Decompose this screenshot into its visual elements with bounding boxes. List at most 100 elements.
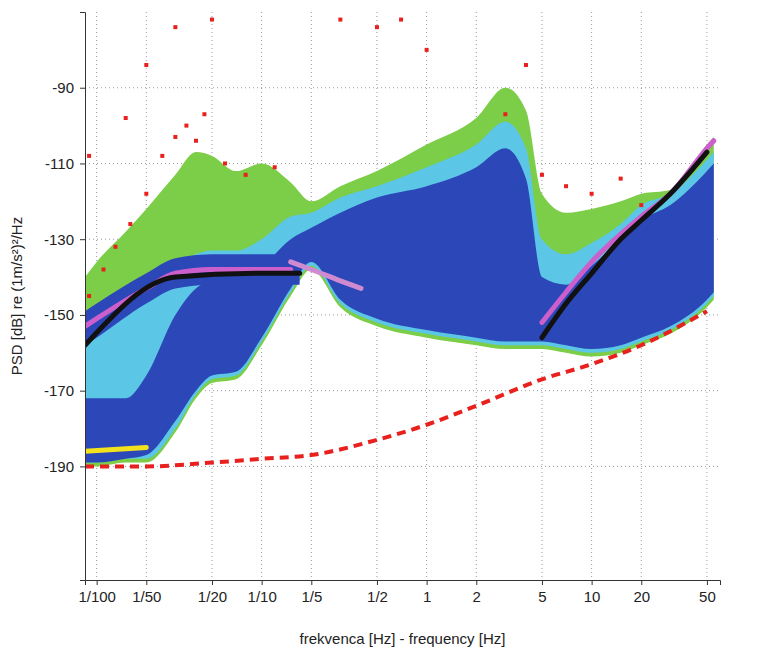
x-tick-label: 10 [584, 588, 601, 605]
scatter-point [273, 165, 277, 169]
scatter-point [399, 18, 403, 22]
density-band [85, 88, 714, 467]
y-tick-label: -150 [44, 306, 74, 323]
x-tick: 1 [423, 580, 431, 605]
line [85, 447, 146, 451]
y-tick: -170 [44, 382, 85, 399]
y-tick-label: -110 [45, 155, 74, 172]
y-tick: -90 [52, 79, 85, 96]
scatter-point [124, 116, 128, 120]
scatter-point [223, 161, 227, 165]
y-axis-title: PSD [dB] re (1m/s²)²/Hz [8, 217, 25, 375]
x-tick: 2 [473, 580, 481, 605]
scatter-point [425, 48, 429, 52]
x-tick: 1/2 [367, 580, 388, 605]
y-axis-line [80, 13, 86, 581]
x-tick-mark [311, 580, 312, 585]
line [85, 311, 707, 466]
x-tick-label: 1/5 [301, 588, 322, 605]
x-tick: 20 [633, 580, 650, 605]
scatter-point [564, 184, 568, 188]
density-band [85, 254, 300, 345]
grid [85, 12, 720, 580]
line [85, 273, 300, 345]
x-tick-mark [427, 580, 428, 585]
x-tick-mark [146, 580, 147, 585]
x-tick-label: 1/2 [367, 588, 388, 605]
density-band [85, 148, 714, 462]
x-tick: 1/10 [248, 580, 277, 605]
scatter-point [590, 192, 594, 196]
x-tick-mark [377, 580, 378, 585]
y-tick-mark [80, 391, 85, 392]
scatter-point [244, 173, 248, 177]
x-tick: 1/20 [198, 580, 227, 605]
scatter-point [173, 25, 177, 29]
x-tick-label: 1/100 [78, 588, 116, 605]
x-tick-mark [641, 580, 642, 585]
scatter-point [184, 124, 188, 128]
scatter-point [173, 135, 177, 139]
scatter-point [160, 154, 164, 158]
x-tick-label: 20 [633, 588, 650, 605]
scatter-point [144, 63, 148, 67]
scatter-point [540, 173, 544, 177]
x-axis-line [86, 581, 721, 586]
y-axis: -190 -170 -150 -130 -110 -90 [44, 13, 86, 581]
y-tick-label: -190 [44, 458, 74, 475]
scatter-point [375, 25, 379, 29]
x-axis: 1/100 1/50 1/20 1/10 1/5 1/2 1 2 5 10 20 50 [78, 580, 720, 605]
scatter-point [87, 294, 91, 298]
y-tick-label: -170 [44, 382, 74, 399]
y-tick-label: -90 [52, 79, 74, 96]
y-tick: -110 [45, 155, 85, 172]
y-tick: -190 [44, 458, 85, 475]
y-tick: -130 [44, 231, 85, 248]
grid-line [311, 12, 312, 580]
y-tick: -150 [44, 306, 85, 323]
scatter-point [503, 112, 507, 116]
plot-area [85, 18, 714, 467]
x-tick-mark [97, 580, 98, 585]
x-tick-mark [707, 580, 708, 585]
x-tick-label: 1/20 [198, 588, 227, 605]
scatter-point [128, 222, 132, 226]
scatter-point [101, 267, 105, 271]
x-tick-mark [212, 580, 213, 585]
x-tick: 10 [584, 580, 601, 605]
scatter-point [113, 245, 117, 249]
scatter-point [194, 139, 198, 143]
y-tick-mark [80, 88, 85, 89]
chart: 1/100 1/50 1/20 1/10 1/5 1/2 1 2 5 10 20 50 -190 -170… [0, 0, 758, 655]
scatter-point [619, 177, 623, 181]
x-tick: 1/50 [132, 580, 161, 605]
x-tick-mark [542, 580, 543, 585]
x-axis-title: frekvenca [Hz] - frequency [Hz] [300, 630, 506, 647]
x-tick-mark [476, 580, 477, 585]
x-tick-label: 5 [538, 588, 546, 605]
x-tick: 50 [699, 580, 716, 605]
x-tick-mark [262, 580, 263, 585]
scatter-point [202, 112, 206, 116]
y-tick-label: -130 [44, 231, 74, 248]
x-tick: 1/100 [78, 580, 116, 605]
scatter-point [338, 18, 342, 22]
x-tick: 1/5 [301, 580, 322, 605]
x-tick-label: 1/10 [248, 588, 277, 605]
scatter-point [144, 192, 148, 196]
x-tick: 5 [538, 580, 546, 605]
x-tick-label: 1 [423, 588, 431, 605]
grid-line [85, 87, 720, 88]
scatter-point [210, 18, 214, 22]
x-tick-label: 50 [699, 588, 716, 605]
density-band [85, 122, 714, 463]
x-tick-label: 1/50 [132, 588, 161, 605]
scatter-point [639, 203, 643, 207]
y-tick-mark [80, 163, 85, 164]
x-tick-mark [592, 580, 593, 585]
y-tick-mark [80, 315, 85, 316]
y-tick-mark [80, 239, 85, 240]
line [542, 152, 707, 338]
x-tick-label: 2 [473, 588, 481, 605]
scatter-point [524, 63, 528, 67]
